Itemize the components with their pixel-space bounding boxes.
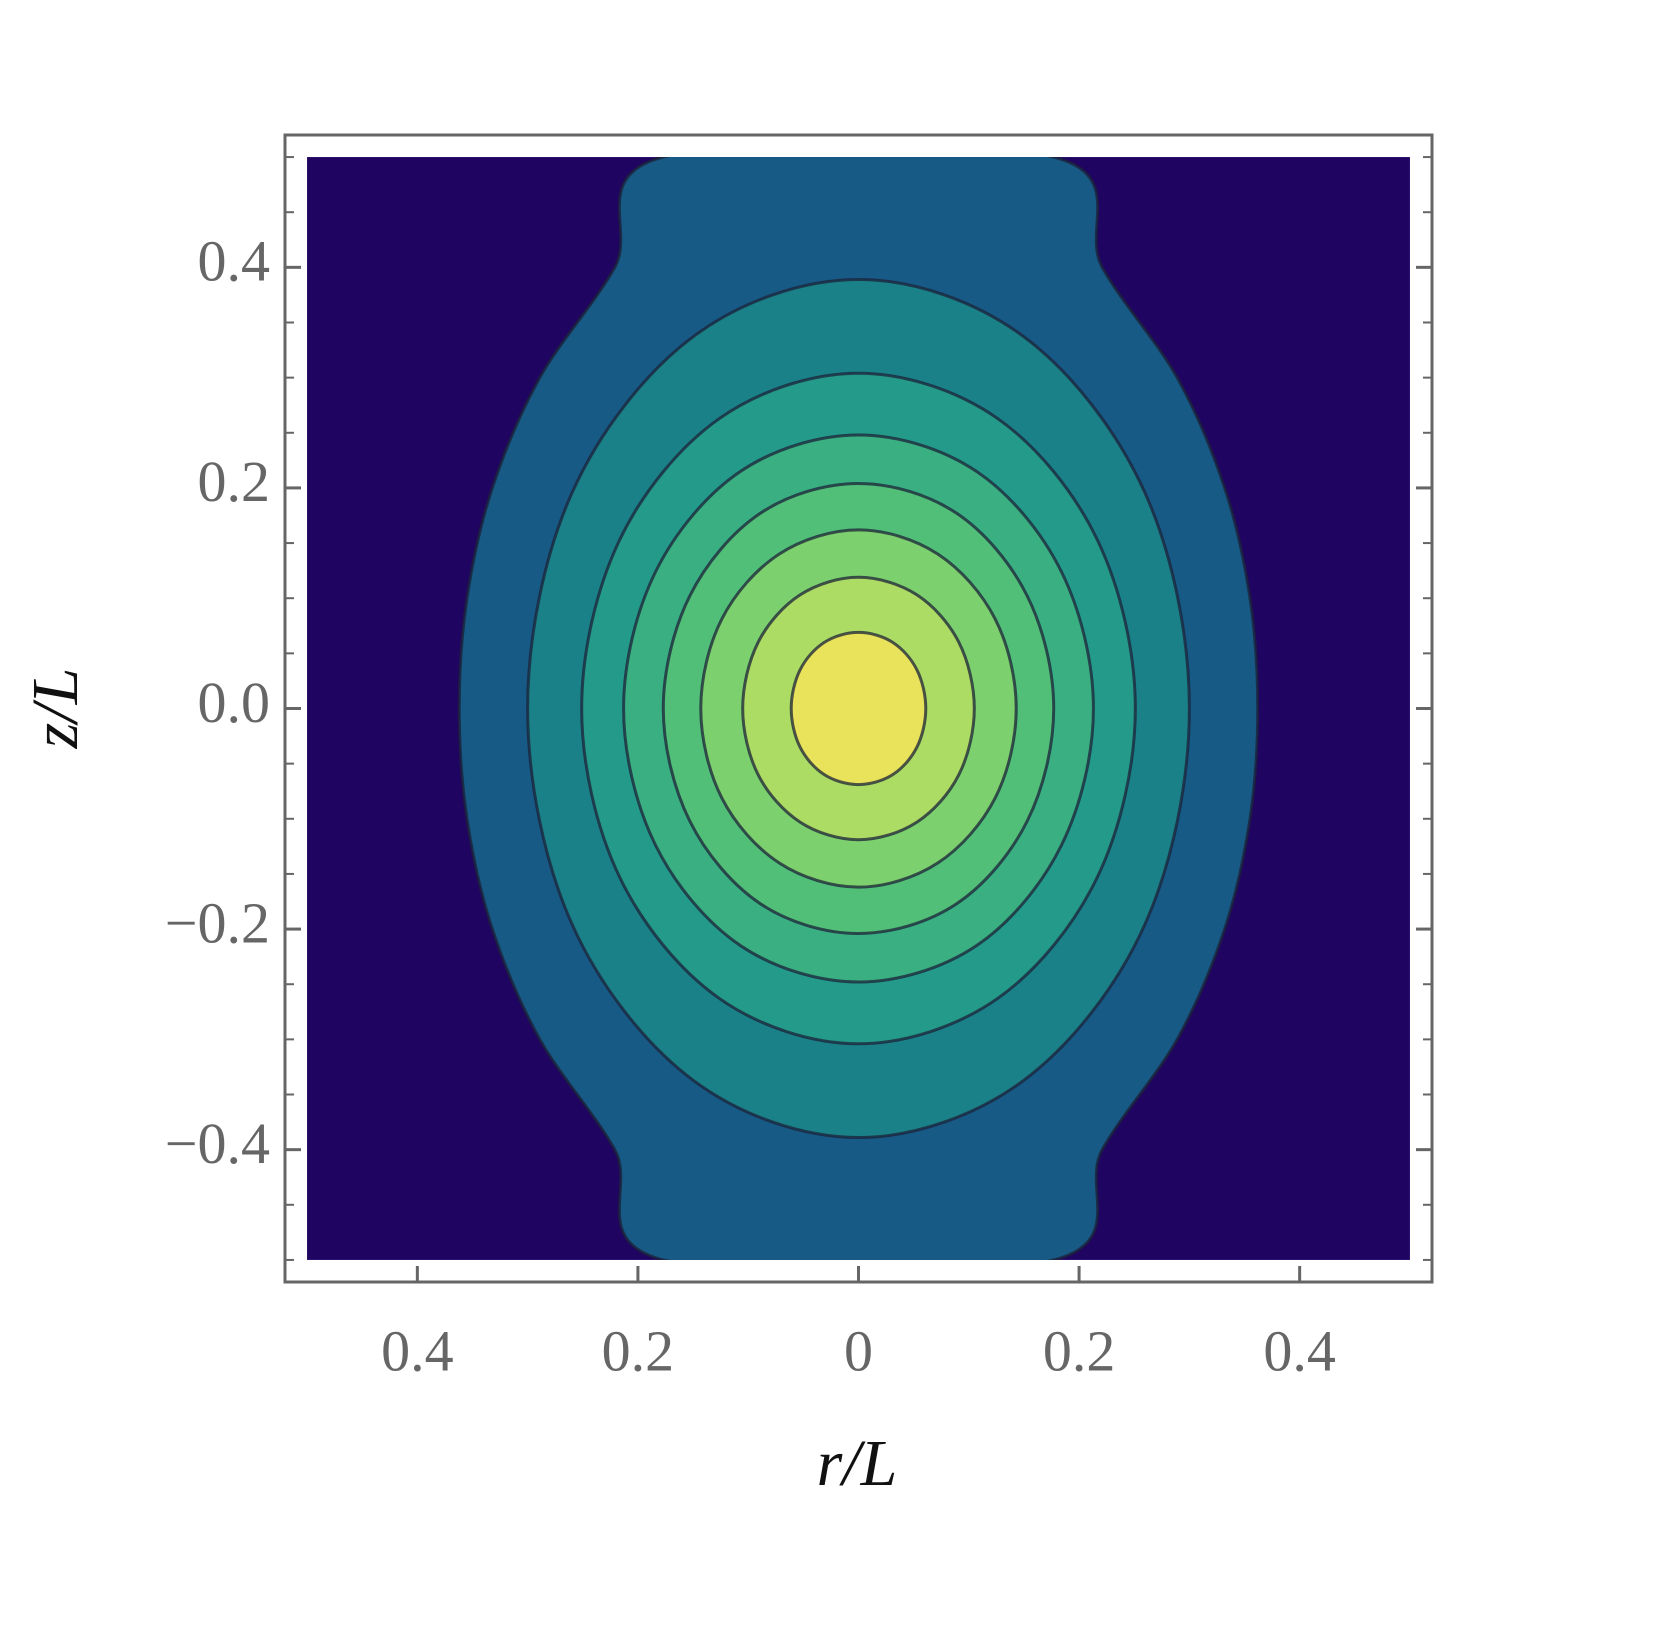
x-axis-title: r/L xyxy=(817,1427,898,1500)
x-tick-label: 0.2 xyxy=(1043,1318,1116,1383)
plot-area xyxy=(307,157,1410,1260)
contour-band xyxy=(789,630,928,787)
y-tick-label: 0.4 xyxy=(198,229,271,294)
y-tick-label: 0.0 xyxy=(198,670,271,735)
x-tick-label: 0.4 xyxy=(1263,1318,1336,1383)
x-tick-label: 0 xyxy=(844,1318,873,1383)
y-axis-title: z/L xyxy=(19,668,92,750)
y-tick-label: −0.2 xyxy=(165,890,270,955)
x-tick-label: 0.4 xyxy=(381,1318,454,1383)
y-tick-label: −0.4 xyxy=(165,1111,270,1176)
y-tick-label: 0.2 xyxy=(198,449,271,514)
x-tick-label: 0.2 xyxy=(602,1318,675,1383)
